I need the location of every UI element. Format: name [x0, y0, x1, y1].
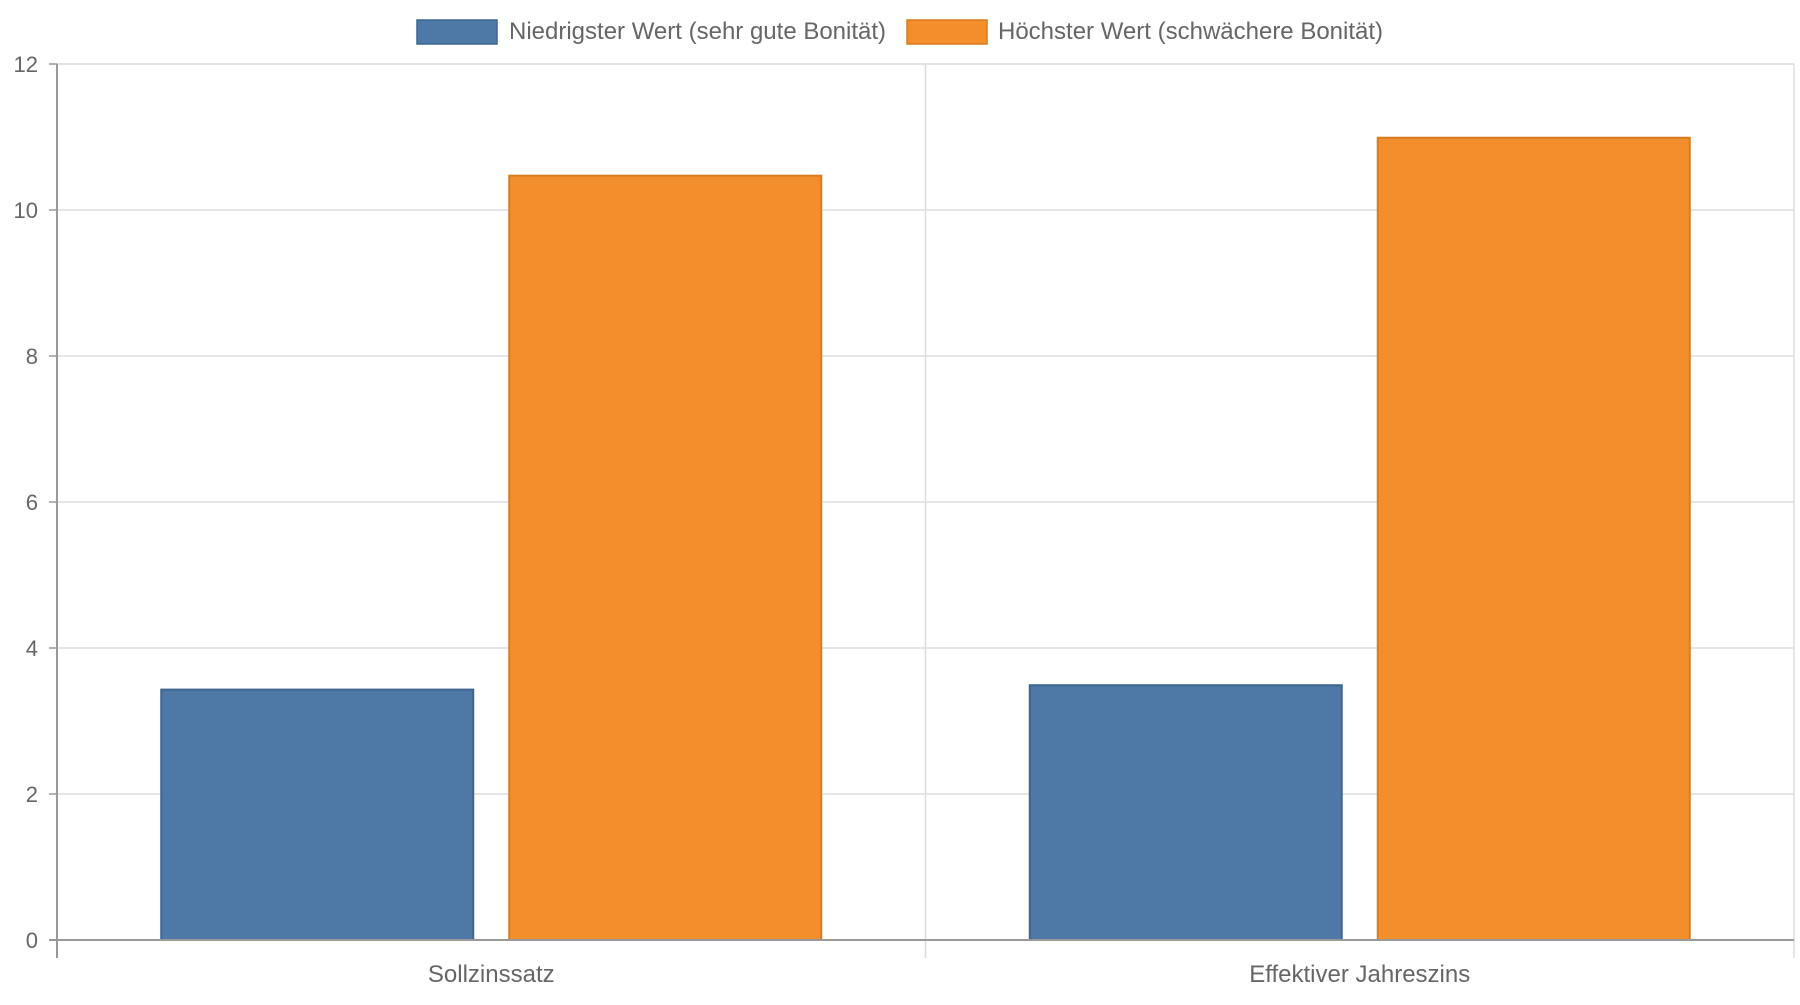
- legend: Niedrigster Wert (sehr gute Bonität) Höch…: [416, 18, 1383, 45]
- grid: [57, 63, 1795, 958]
- legend-label: Niedrigster Wert (sehr gute Bonität): [509, 18, 886, 45]
- bar-highest-0: [508, 174, 823, 941]
- y-tick-label: 6: [26, 490, 38, 515]
- y-tick-label: 10: [14, 198, 38, 223]
- bar-lowest-1: [1028, 684, 1343, 941]
- x-axis-labels: Sollzinssatz Effektiver Jahreszins: [428, 961, 1470, 988]
- bars: [160, 136, 1691, 942]
- y-tick-label: 12: [14, 52, 38, 77]
- legend-label: Höchster Wert (schwächere Bonität): [998, 18, 1383, 45]
- legend-item-lowest[interactable]: Niedrigster Wert (sehr gute Bonität): [416, 18, 886, 45]
- x-category-label: Effektiver Jahreszins: [1249, 961, 1470, 988]
- y-tick-label: 4: [26, 636, 38, 661]
- bar-lowest-0: [160, 688, 475, 941]
- axes: [49, 63, 1794, 958]
- y-axis-ticks: 0 2 4 6 8 10 12: [14, 52, 38, 953]
- y-tick-label: 2: [26, 782, 38, 807]
- y-tick-label: 0: [26, 928, 38, 953]
- legend-item-highest[interactable]: Höchster Wert (schwächere Bonität): [906, 18, 1383, 45]
- legend-swatch: [906, 19, 988, 45]
- x-category-label: Sollzinssatz: [428, 961, 555, 988]
- y-tick-label: 8: [26, 344, 38, 369]
- legend-swatch: [416, 19, 498, 45]
- bar-highest-1: [1376, 136, 1691, 942]
